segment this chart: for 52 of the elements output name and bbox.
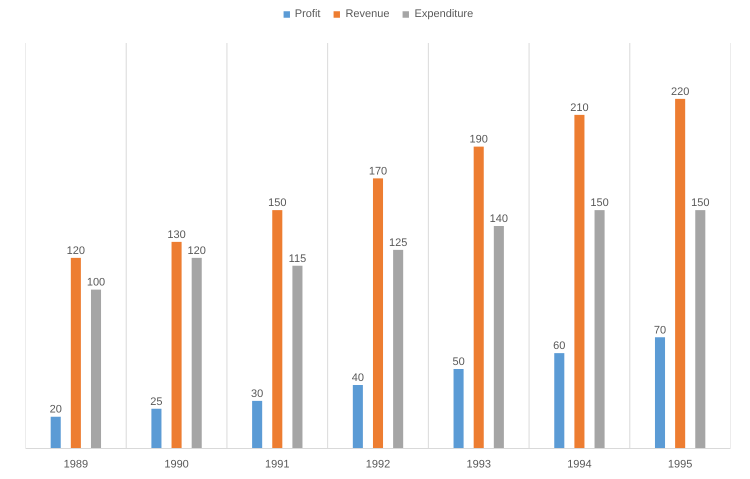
data-label: 120: [188, 244, 206, 257]
x-tick-label: 1990: [164, 458, 189, 470]
bar: [594, 210, 605, 448]
data-label: 170: [368, 165, 388, 178]
legend-label: Revenue: [345, 8, 390, 20]
data-label: 30: [251, 388, 264, 400]
bar: [172, 242, 182, 448]
data-label: 150: [691, 197, 710, 210]
bar: [272, 210, 282, 448]
x-tick-label: 1992: [366, 458, 390, 470]
x-tick-label: 1994: [567, 458, 592, 470]
x-tick-label: 1993: [466, 458, 491, 470]
bar: [252, 400, 262, 448]
x-tick-label: 1995: [668, 458, 692, 470]
data-label: 120: [66, 244, 86, 257]
bar: [454, 369, 464, 448]
bar: [90, 290, 102, 448]
bar: [50, 416, 61, 448]
legend-label: Profit: [294, 8, 320, 20]
x-tick-label: 1989: [64, 458, 88, 470]
bar: [494, 226, 504, 448]
bar: [695, 210, 706, 448]
bar: [675, 98, 686, 448]
data-label: 220: [670, 86, 690, 98]
data-label: 20: [50, 404, 62, 416]
bar: [393, 250, 404, 448]
data-label: 25: [150, 396, 163, 408]
bar: [474, 146, 484, 448]
data-label: 140: [490, 213, 508, 226]
bar: [151, 408, 162, 448]
x-tick-label: 1991: [265, 458, 290, 470]
bar: [192, 258, 202, 448]
bar: [292, 266, 302, 448]
data-label: 190: [470, 134, 488, 146]
data-label: 130: [167, 228, 186, 241]
data-label: 125: [388, 236, 408, 249]
data-label: 115: [288, 252, 306, 265]
bar: [574, 114, 584, 448]
data-label: 210: [570, 102, 589, 114]
bar: [70, 258, 81, 448]
bar: [554, 353, 564, 448]
data-label: 60: [553, 340, 566, 352]
data-label: 100: [86, 276, 106, 289]
data-label: 40: [352, 372, 364, 384]
data-label: 50: [452, 356, 465, 368]
bar: [352, 384, 363, 448]
data-label: 150: [590, 197, 609, 210]
data-label: 70: [654, 324, 666, 336]
data-label: 150: [268, 197, 286, 210]
bar: [372, 178, 384, 448]
bar: [654, 337, 666, 448]
legend-label: Expenditure: [414, 8, 474, 20]
